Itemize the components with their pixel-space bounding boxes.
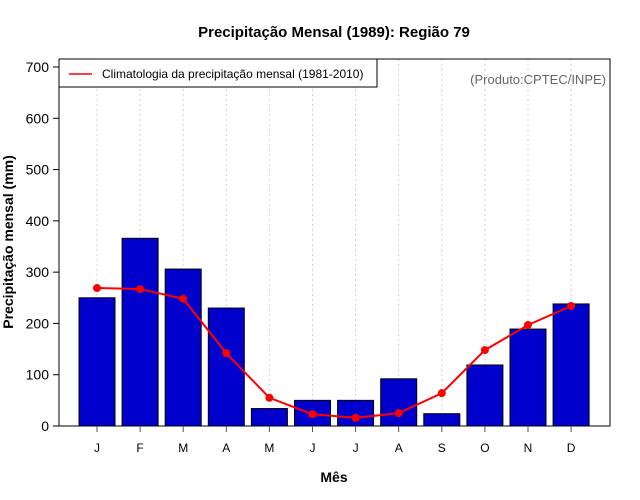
x-tick-label: M (264, 441, 274, 455)
y-tick-label: 600 (26, 110, 50, 126)
x-tick-label: A (222, 441, 230, 455)
climatology-line-series (93, 284, 576, 422)
climatology-point (93, 284, 101, 293)
legend-entry-climatology: Climatologia da precipitação mensal (198… (102, 67, 363, 81)
bar (466, 364, 504, 427)
bar-series (78, 237, 590, 427)
x-tick-label: D (567, 441, 576, 455)
x-axis-title: Mês (320, 469, 347, 485)
legend: Climatologia da precipitação mensal (198… (58, 58, 378, 88)
bar (250, 408, 288, 427)
bar (164, 268, 202, 427)
climatology-point (308, 410, 317, 419)
chart-title: Precipitação Mensal (1989): Região 79 (198, 24, 470, 41)
y-tick-label: 500 (26, 162, 50, 178)
bar (509, 328, 547, 427)
bar (380, 378, 418, 427)
y-tick-label: 400 (26, 213, 50, 229)
climatology-point (265, 393, 274, 402)
climatology-point (524, 320, 532, 329)
x-tick-label: N (524, 441, 533, 455)
x-tick-label: M (178, 441, 188, 455)
bar (423, 413, 461, 427)
y-tick-label: 100 (26, 367, 50, 383)
climatology-line (96, 287, 572, 419)
climatology-point (480, 346, 489, 355)
y-tick-label: 0 (41, 418, 49, 434)
x-tick-label: J (353, 441, 359, 455)
x-tick-label: A (395, 441, 403, 455)
x-tick-label: F (136, 441, 143, 455)
climatology-point (351, 413, 360, 422)
y-axis: 0 100 200 300 400 500 600 700 (26, 59, 59, 434)
bar (78, 297, 116, 427)
bar (552, 303, 590, 427)
y-tick-label: 700 (26, 59, 50, 75)
climatology-point (437, 389, 446, 398)
legend-box (58, 58, 378, 88)
climatology-point (567, 301, 576, 310)
bar (121, 237, 159, 427)
y-tick-label: 200 (26, 315, 50, 331)
x-tick-label: J (310, 441, 316, 455)
y-tick-label: 300 (26, 264, 50, 280)
x-tick-label: J (94, 441, 100, 455)
x-tick-label: S (438, 441, 446, 455)
climatology-point (179, 294, 188, 303)
source-annotation: (Produto:CPTEC/INPE) (470, 72, 606, 87)
bar (337, 399, 375, 427)
y-axis-title: Precipitação mensal (mm) (0, 155, 16, 329)
climatology-point (222, 349, 231, 358)
climatology-point (394, 409, 403, 418)
x-tick-label: O (480, 441, 489, 455)
climatology-point (136, 285, 145, 294)
